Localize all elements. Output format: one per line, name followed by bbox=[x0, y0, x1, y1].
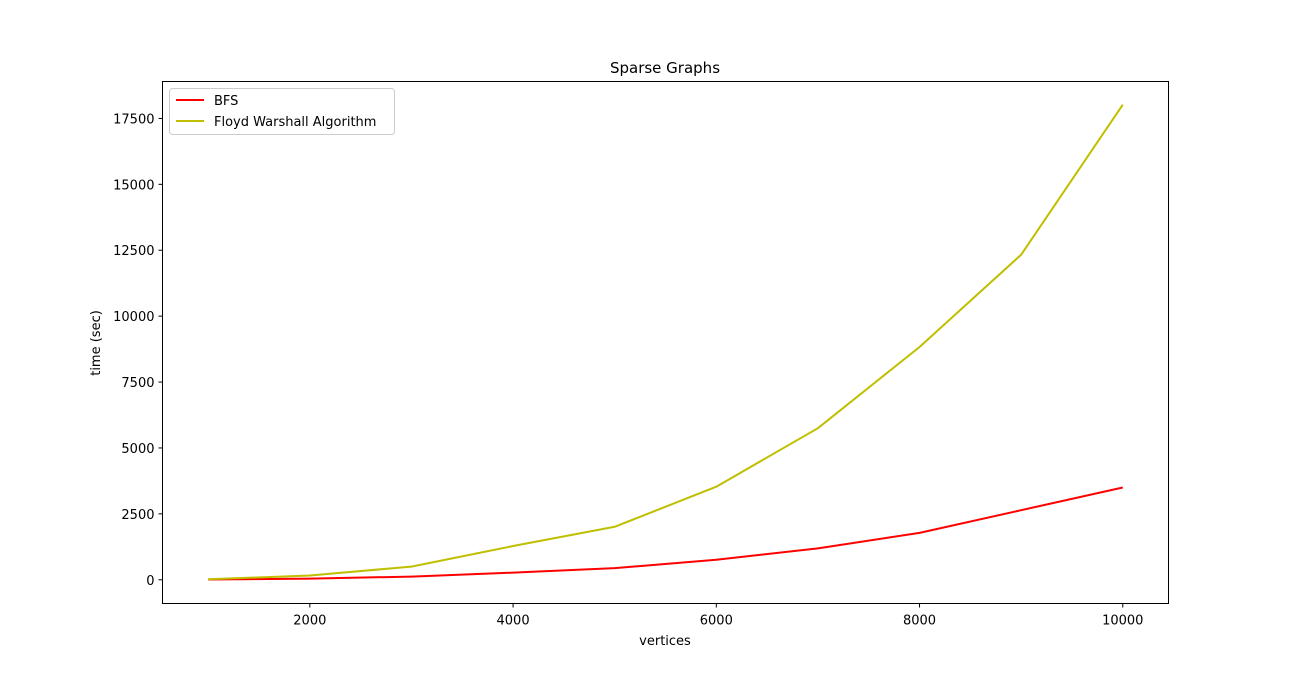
y-axis: 0 2500 5000 7500 10000 12500 15000 17500 bbox=[113, 112, 163, 589]
x-tick-label: 4000 bbox=[497, 614, 530, 629]
x-tick-label: 10000 bbox=[1102, 614, 1143, 629]
y-tick-label: 2500 bbox=[121, 508, 154, 523]
y-tick-label: 15000 bbox=[113, 178, 154, 193]
plot-lines bbox=[208, 104, 1124, 581]
y-tick-label: 5000 bbox=[121, 442, 154, 457]
legend-label-bfs: BFS bbox=[214, 94, 238, 109]
y-tick-label: 17500 bbox=[113, 112, 154, 127]
legend-box bbox=[169, 88, 395, 135]
plot-frame bbox=[162, 81, 1169, 604]
legend: BFS Floyd Warshall Algorithm bbox=[169, 88, 395, 135]
y-tick-label: 7500 bbox=[121, 376, 154, 391]
chart-title: Sparse Graphs bbox=[610, 59, 720, 77]
y-axis-title: time (sec) bbox=[89, 310, 104, 376]
y-tick-label: 10000 bbox=[113, 310, 154, 325]
y-tick-label: 12500 bbox=[113, 244, 154, 259]
x-tick-label: 8000 bbox=[903, 614, 936, 629]
x-tick-label: 6000 bbox=[700, 614, 733, 629]
series-line-0 bbox=[208, 486, 1123, 581]
series-line-1 bbox=[208, 104, 1124, 581]
x-axis-title: vertices bbox=[639, 634, 691, 649]
x-axis: 2000 4000 6000 8000 10000 bbox=[293, 603, 1143, 629]
y-tick-label: 0 bbox=[146, 574, 154, 589]
legend-label-floyd-warshall: Floyd Warshall Algorithm bbox=[214, 115, 376, 130]
x-tick-label: 2000 bbox=[293, 614, 326, 629]
